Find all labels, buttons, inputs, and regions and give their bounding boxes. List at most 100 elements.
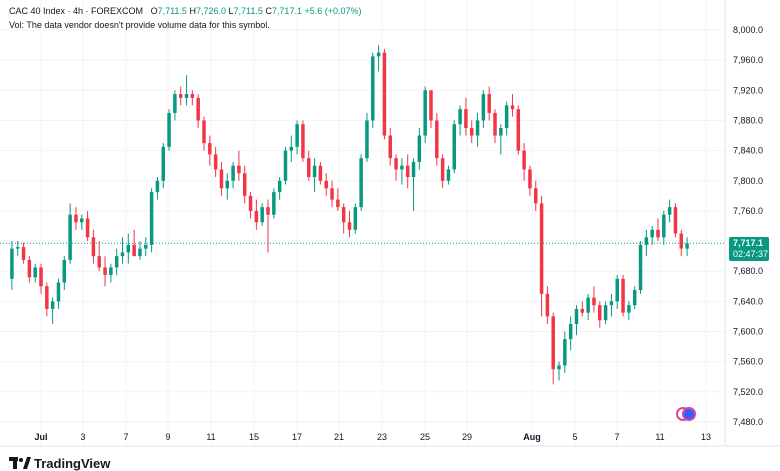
time-axis: Jul 3 7 9 11 15 17 21 23 25 29 Aug 5 7 11 13 bbox=[34, 432, 711, 442]
candle bbox=[132, 229, 136, 257]
candle bbox=[242, 165, 247, 204]
candle bbox=[80, 214, 84, 230]
candle-body bbox=[330, 188, 334, 200]
candle-body bbox=[417, 135, 422, 162]
candle-body bbox=[574, 308, 579, 324]
candle bbox=[516, 105, 521, 155]
candle bbox=[563, 331, 567, 373]
candle-body bbox=[33, 267, 37, 278]
price-tick-label: 8,000.0 bbox=[733, 25, 763, 35]
dividend-marker-icon[interactable] bbox=[682, 407, 696, 421]
candle bbox=[638, 241, 643, 294]
candle bbox=[580, 301, 585, 317]
candle-body bbox=[621, 278, 625, 313]
candle-body bbox=[277, 180, 282, 193]
candle-body bbox=[499, 128, 503, 136]
open-label: O bbox=[150, 6, 158, 16]
price-tick-label: 7,640.0 bbox=[733, 296, 763, 306]
candle bbox=[167, 109, 171, 151]
candle bbox=[656, 218, 660, 242]
candle bbox=[237, 150, 241, 181]
candle-body bbox=[208, 143, 212, 155]
candle bbox=[266, 199, 270, 253]
candle bbox=[312, 158, 317, 193]
candle-body bbox=[231, 165, 235, 181]
candle-body bbox=[405, 165, 410, 177]
candle bbox=[149, 188, 154, 253]
candle bbox=[39, 263, 43, 294]
candle-body bbox=[475, 120, 480, 136]
tradingview-logo-icon bbox=[9, 457, 31, 469]
candle bbox=[388, 128, 392, 166]
candle-body bbox=[242, 173, 247, 196]
candle-body bbox=[248, 195, 253, 211]
tradingview-branding[interactable]: TradingView bbox=[9, 456, 110, 471]
candle-body bbox=[382, 52, 387, 136]
candle bbox=[574, 305, 579, 336]
candle-body bbox=[56, 282, 61, 302]
candle-body bbox=[190, 94, 195, 98]
candle-body bbox=[598, 305, 602, 321]
candle-body bbox=[481, 94, 486, 121]
candle bbox=[336, 188, 340, 211]
candle bbox=[667, 199, 672, 223]
candle bbox=[650, 226, 654, 245]
price-tick-label: 7,560.0 bbox=[733, 357, 763, 367]
candle bbox=[452, 120, 457, 174]
open-value: 7,711.5 bbox=[157, 6, 187, 16]
price-tick-label: 7,920.0 bbox=[733, 85, 763, 95]
symbol-name[interactable]: CAC 40 Index · 4h · FOREXCOM bbox=[9, 6, 144, 16]
candle-body bbox=[97, 256, 101, 268]
candle bbox=[184, 75, 189, 106]
candle-body bbox=[592, 297, 596, 306]
candle-body bbox=[62, 259, 67, 283]
candle-body bbox=[394, 158, 398, 170]
candle bbox=[417, 128, 422, 170]
candle bbox=[376, 45, 381, 72]
candle bbox=[627, 301, 631, 321]
candle bbox=[307, 150, 311, 181]
price-tick-label: 7,600.0 bbox=[733, 327, 763, 337]
candle-body bbox=[202, 120, 206, 144]
high-value: 7,726.0 bbox=[195, 6, 226, 16]
candle bbox=[429, 90, 433, 128]
candle bbox=[21, 242, 26, 264]
candle bbox=[231, 161, 235, 189]
candle-body bbox=[603, 305, 608, 321]
candle bbox=[464, 97, 468, 136]
candle-body bbox=[120, 252, 125, 257]
candle-body bbox=[295, 124, 299, 147]
candle bbox=[528, 165, 532, 196]
candle-body bbox=[336, 199, 340, 208]
candle-body bbox=[347, 222, 352, 230]
candle bbox=[50, 297, 55, 324]
candle bbox=[330, 180, 334, 208]
candle-body bbox=[178, 94, 183, 98]
candle bbox=[103, 256, 107, 287]
candle-body bbox=[301, 124, 305, 159]
candle-body bbox=[21, 247, 26, 260]
close-value: 7,717.1 bbox=[271, 6, 302, 16]
candle-body bbox=[155, 180, 160, 193]
candle-body bbox=[324, 180, 328, 189]
candle-body bbox=[173, 94, 177, 113]
candle bbox=[458, 105, 462, 136]
price-tick-label: 7,840.0 bbox=[733, 146, 763, 156]
candle-body bbox=[452, 124, 457, 170]
candle bbox=[662, 210, 666, 245]
candle bbox=[440, 154, 445, 189]
candle bbox=[475, 112, 480, 147]
candle-body bbox=[650, 229, 654, 238]
time-tick-label: 11 bbox=[655, 432, 664, 442]
low-label: L bbox=[228, 6, 234, 16]
candle-body bbox=[551, 316, 555, 370]
candle bbox=[260, 203, 264, 226]
candle-body bbox=[307, 158, 311, 177]
candle bbox=[347, 210, 352, 238]
candle bbox=[534, 180, 538, 211]
candle-body bbox=[580, 308, 585, 313]
time-tick-label: 11 bbox=[206, 432, 215, 442]
candle-body bbox=[667, 207, 672, 215]
